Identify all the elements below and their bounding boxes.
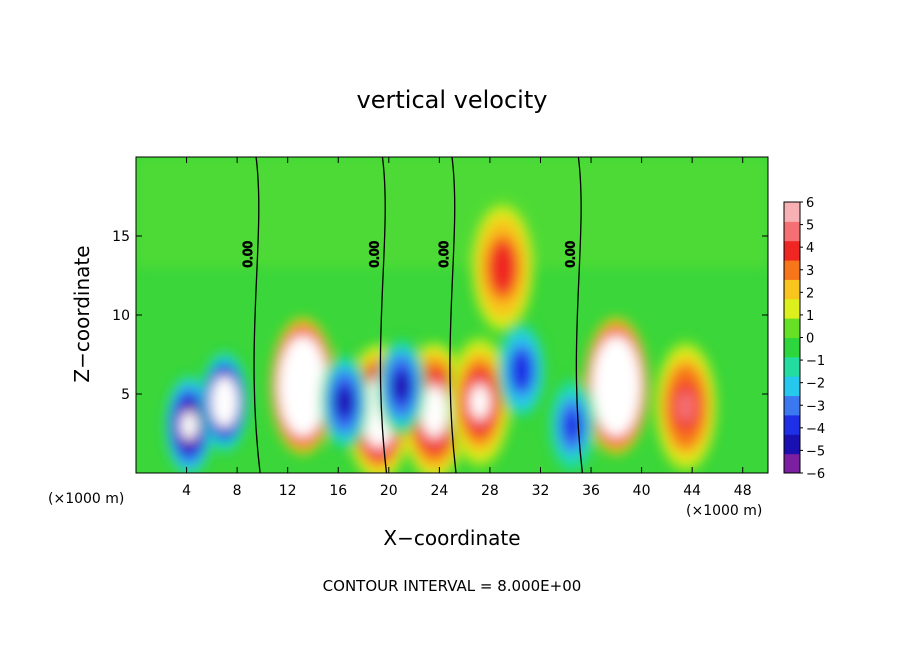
heatmap-upper-band — [136, 157, 768, 268]
y-axis-label: Z−coordinate — [70, 245, 94, 383]
colorbar-segment-8 — [784, 298, 800, 319]
colorbar-tick-label-1: 5 — [806, 219, 814, 234]
heatmap-blob-9-level-6 — [335, 387, 354, 416]
colorbar-segment-9 — [784, 279, 800, 300]
x-tick-label-20: 20 — [380, 483, 398, 499]
heatmap-blob-7-level-6 — [180, 411, 198, 440]
heatmap-blob-5-level-6 — [676, 390, 696, 424]
zero-contour-line-0 — [253, 157, 261, 473]
colorbar-segment-4 — [784, 376, 800, 397]
x-tick-label-32: 32 — [532, 483, 550, 499]
heatmap-blob-10-level-6 — [392, 372, 411, 401]
colorbar-tick-label-4: 2 — [806, 286, 814, 301]
colorbar-segment-12 — [784, 221, 800, 242]
heatmap-blob-3-level-6 — [470, 385, 490, 419]
zero-contour-label-2: 0.00 — [437, 241, 451, 268]
colorbar-tick-label-10: −4 — [806, 422, 825, 437]
heatmap-cells — [136, 157, 768, 473]
x-tick-label-28: 28 — [481, 483, 499, 499]
x-axis-label: X−coordinate — [383, 526, 521, 550]
x-tick-label-48: 48 — [734, 483, 752, 499]
colorbar-segment-5 — [784, 356, 800, 377]
heatmap-field — [136, 157, 768, 473]
colorbar-tick-label-3: 3 — [806, 264, 814, 279]
zero-contour-line-2 — [449, 157, 457, 473]
colorbar-tick-label-2: 4 — [806, 241, 814, 256]
colorbar-segment-1 — [784, 434, 800, 455]
colorbar-tick-label-8: −2 — [806, 377, 825, 392]
colorbar-tick-label-0: 6 — [806, 196, 814, 211]
colorbar-tick-label-9: −3 — [806, 399, 825, 414]
x-tick-label-12: 12 — [279, 483, 297, 499]
heatmap-blob-12-level-6 — [563, 411, 581, 440]
contour-interval-note: CONTOUR INTERVAL = 8.000E+00 — [322, 577, 582, 595]
x-unit-label-right: (×1000 m) — [686, 503, 763, 519]
colorbar-segment-7 — [784, 318, 800, 338]
colorbar-segment-0 — [784, 453, 800, 474]
zero-contour-line-3 — [575, 157, 584, 473]
colorbar-tick-label-12: −6 — [806, 467, 825, 482]
x-tick-label-24: 24 — [430, 483, 448, 499]
colorbar-segment-13 — [784, 202, 800, 222]
x-axis-ticks: 4 8 12 16 20 24 28 32 36 40 44 48 — [182, 157, 752, 499]
x-tick-label-44: 44 — [683, 483, 701, 499]
heatmap-blob-0-level-6 — [293, 369, 313, 403]
y-tick-label-10: 10 — [112, 308, 130, 324]
y-tick-label-15: 15 — [112, 229, 130, 245]
zero-contour-label-1: 0.00 — [367, 241, 381, 268]
colorbar-tick-label-5: 1 — [806, 309, 814, 324]
chart-title: vertical velocity — [356, 86, 548, 114]
heatmap-blob-2-level-6 — [424, 394, 445, 428]
heatmap-blob-6-level-6 — [492, 251, 513, 285]
zero-contour-label-0: 0.00 — [241, 241, 255, 268]
colorbar-segment-10 — [784, 260, 800, 280]
colorbar-tick-label-7: −1 — [806, 354, 825, 369]
x-unit-label-left: (×1000 m) — [48, 491, 125, 507]
x-tick-label-40: 40 — [633, 483, 651, 499]
colorbar-segment-11 — [784, 240, 800, 261]
heatmap-blob-8-level-6 — [215, 387, 234, 416]
y-tick-label-5: 5 — [121, 387, 130, 403]
colorbar-segment-3 — [784, 395, 800, 416]
colorbar-tick-label-11: −5 — [806, 444, 825, 459]
colorbar-segment-2 — [784, 414, 800, 435]
heatmap-blob-11-level-6 — [512, 356, 531, 385]
heatmap-blob-4-level-6 — [606, 369, 627, 403]
x-tick-label-4: 4 — [182, 483, 191, 499]
x-tick-label-16: 16 — [329, 483, 347, 499]
x-tick-label-36: 36 — [582, 483, 600, 499]
colorbar-tick-label-6: 0 — [806, 332, 814, 347]
zero-contour-label-3: 0.00 — [563, 241, 577, 268]
zero-contour-line-1 — [379, 157, 388, 473]
y-axis-ticks: 5 10 15 — [112, 229, 768, 403]
colorbar: 6 5 4 3 2 1 0 −1 −2 −3 −4 −5 −6 — [783, 196, 825, 482]
x-tick-label-8: 8 — [233, 483, 242, 499]
zero-contours: 0.00 0.00 0.00 0.00 — [240, 157, 584, 473]
colorbar-segment-6 — [784, 337, 800, 358]
